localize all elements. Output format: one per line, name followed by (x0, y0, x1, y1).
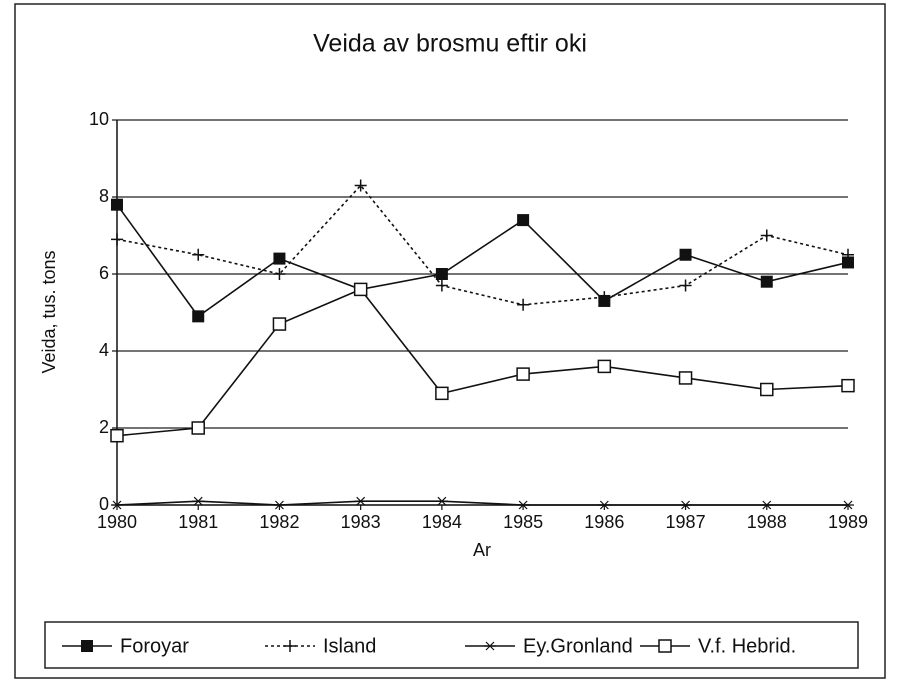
legend-label: V.f. Hebrid. (698, 635, 796, 657)
point (598, 291, 611, 304)
chart-title: Veida av brosmu eftir oki (313, 30, 587, 58)
point (273, 268, 286, 280)
y-axis-label: Veida, tus. tons (39, 250, 59, 373)
legend-marker (484, 641, 496, 651)
point (192, 496, 205, 506)
x-tick-label: 1980 (97, 512, 137, 532)
point (435, 268, 448, 280)
point (517, 500, 530, 510)
legend-label: Foroyar (120, 635, 189, 657)
series-line (116, 184, 849, 306)
x-tick-label: 1986 (584, 512, 624, 532)
point (517, 298, 530, 311)
legend-marker (284, 640, 296, 652)
point (354, 179, 367, 192)
point (842, 256, 854, 269)
x-tick-label: 1987 (666, 512, 706, 532)
point (192, 248, 205, 261)
x-tick-label: 1982 (259, 512, 299, 532)
y-tick-label: 2 (99, 417, 109, 437)
point (760, 500, 773, 510)
legend-box (44, 621, 859, 669)
legend-marker (81, 640, 93, 652)
x-axis-label: Ar (473, 540, 491, 560)
legend-label: Ey.Gronland (523, 635, 633, 657)
point (679, 279, 692, 292)
point (273, 500, 286, 510)
frame (14, 3, 886, 679)
point (760, 382, 774, 397)
y-tick-label: 4 (99, 340, 109, 360)
y-tick-label: 0 (99, 494, 109, 514)
point (111, 500, 123, 510)
point (191, 421, 205, 435)
point (354, 496, 367, 506)
point (679, 248, 692, 261)
point (353, 282, 368, 297)
x-tick-label: 1983 (341, 512, 381, 532)
series-line (116, 288, 849, 437)
y-tick-label: 6 (99, 263, 109, 283)
x-tick-label: 1981 (178, 512, 218, 532)
point (111, 198, 123, 211)
point (272, 317, 287, 331)
point (760, 229, 773, 242)
x-tick-label: 1988 (747, 512, 787, 532)
point (435, 279, 448, 292)
x-tick-label: 1985 (503, 512, 543, 532)
point (192, 310, 205, 323)
point (435, 386, 449, 401)
legend-marker (658, 639, 672, 653)
point (517, 214, 530, 227)
point (678, 371, 693, 385)
point (110, 428, 124, 443)
series-line (116, 500, 848, 506)
series-line (116, 204, 849, 318)
point (679, 500, 692, 510)
point (516, 367, 530, 381)
legend-label: Island (323, 635, 376, 657)
point (842, 500, 854, 510)
point (435, 496, 448, 506)
point (760, 275, 773, 288)
y-tick-label: 10 (89, 109, 109, 129)
x-tick-label: 1989 (828, 512, 868, 532)
y-tick-label: 8 (99, 186, 109, 206)
point (598, 500, 611, 510)
point (841, 378, 855, 393)
point (111, 233, 123, 246)
point (597, 359, 612, 374)
point (273, 252, 286, 265)
x-tick-label: 1984 (422, 512, 462, 532)
point (842, 248, 854, 261)
